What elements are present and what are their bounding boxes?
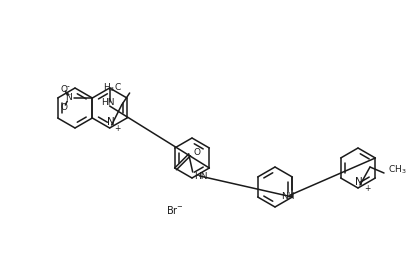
Text: O: O xyxy=(194,147,201,156)
Text: N: N xyxy=(66,93,72,103)
Text: O: O xyxy=(61,103,68,112)
Text: HN: HN xyxy=(101,98,115,107)
Text: H$_3$C: H$_3$C xyxy=(103,82,122,94)
Text: +: + xyxy=(115,124,121,133)
Text: +: + xyxy=(65,92,70,97)
Text: +: + xyxy=(364,184,370,193)
Text: CH$_3$: CH$_3$ xyxy=(388,164,407,176)
Text: Br$^{-}$: Br$^{-}$ xyxy=(166,204,184,216)
Text: N: N xyxy=(355,177,363,187)
Text: -: - xyxy=(66,83,69,91)
Text: O: O xyxy=(61,84,68,93)
Text: N: N xyxy=(107,117,115,127)
Text: HN: HN xyxy=(194,172,207,181)
Text: NH: NH xyxy=(282,192,295,201)
